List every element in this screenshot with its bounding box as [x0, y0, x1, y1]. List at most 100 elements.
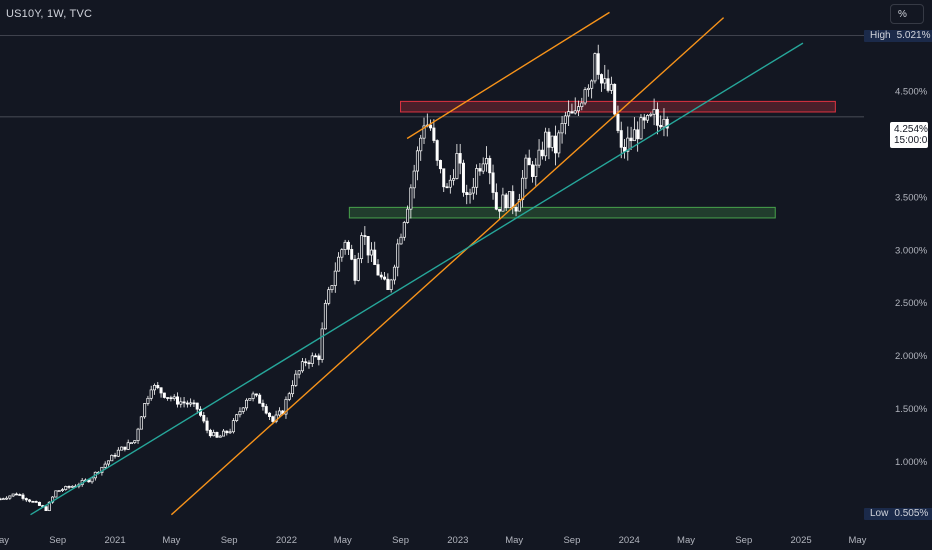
candle-body	[481, 163, 485, 172]
candle-body	[613, 83, 617, 115]
x-tick-label: 2023	[447, 535, 468, 546]
candle-body	[461, 162, 465, 193]
candle-body	[563, 115, 567, 124]
candle-body	[540, 149, 544, 157]
y-tick-label: 2.500%	[895, 298, 928, 309]
candle-body	[225, 430, 229, 434]
candle-body	[346, 241, 350, 250]
candle-body	[438, 160, 442, 170]
candle-body	[350, 249, 354, 260]
candle-body	[310, 355, 314, 364]
candle-body	[475, 168, 479, 188]
candle-body	[366, 236, 370, 256]
candle-body	[419, 137, 423, 152]
candle-body	[264, 406, 268, 414]
candle-body	[189, 402, 193, 405]
candle-body	[465, 192, 469, 195]
x-tick-label: May	[505, 535, 523, 546]
candle-body	[241, 407, 245, 412]
candle-body	[60, 489, 64, 491]
candle-body	[567, 111, 571, 117]
candle-body	[577, 106, 581, 112]
candle-body	[629, 137, 633, 142]
candle-body	[337, 256, 341, 272]
candle-body	[291, 385, 295, 395]
candle-body	[327, 289, 331, 304]
x-tick-label: May	[677, 535, 695, 546]
candle-body	[185, 402, 189, 405]
candle-body	[570, 111, 574, 114]
candle-body	[471, 186, 475, 194]
symbol-title[interactable]: US10Y, 1W, TVC	[6, 8, 93, 20]
candle-body	[254, 393, 258, 396]
candle-body	[373, 249, 377, 265]
candle-body	[616, 113, 620, 131]
candle-body	[606, 78, 610, 91]
candle-body	[110, 454, 114, 462]
candle-body	[304, 361, 308, 364]
candle-body	[662, 118, 666, 128]
candle-body	[136, 428, 140, 441]
candle-body	[402, 222, 406, 238]
x-tick-label: Sep	[221, 535, 238, 546]
candle-body	[159, 387, 163, 394]
candle-body	[517, 199, 521, 212]
candle-body	[287, 393, 291, 400]
candle-body	[126, 442, 130, 450]
candle-body	[54, 490, 58, 498]
candle-body	[626, 137, 630, 152]
candle-body	[455, 153, 459, 179]
candle-body	[665, 118, 669, 129]
candle-body	[448, 179, 452, 188]
candle-body	[445, 186, 449, 189]
candle-body	[429, 124, 433, 129]
candle-body	[5, 497, 9, 500]
candle-body	[317, 355, 321, 360]
candle-body	[353, 258, 357, 281]
candle-body	[169, 397, 173, 400]
candle-body	[57, 490, 61, 492]
candle-body	[208, 429, 212, 437]
candle-body	[18, 494, 22, 496]
candle-body	[215, 431, 219, 438]
candle-body	[51, 496, 55, 503]
candle-body	[642, 117, 646, 121]
x-tick-label: Sep	[735, 535, 752, 546]
candle-body	[172, 396, 176, 399]
candle-body	[162, 392, 166, 398]
hlines-layer	[0, 35, 864, 118]
candle-body	[399, 236, 403, 245]
candle-body	[31, 500, 35, 503]
candle-body	[129, 442, 133, 445]
candle-body	[222, 430, 226, 437]
candle-body	[268, 412, 272, 417]
y-tick-label: 4.500%	[895, 86, 928, 97]
last-price-tag: 4.254% 15:00:03	[890, 122, 932, 148]
candle-body	[139, 416, 143, 430]
candle-body	[182, 401, 186, 404]
y-tick-label: 2.000%	[895, 351, 928, 362]
candle-body	[409, 187, 413, 210]
candle-body	[478, 168, 482, 172]
candle-body	[1, 498, 5, 500]
teal-trendline	[30, 42, 804, 516]
candle-body	[590, 80, 594, 89]
candle-body	[363, 235, 367, 237]
candle-body	[652, 109, 656, 115]
candles-layer	[0, 44, 669, 512]
candle-body	[422, 125, 426, 139]
support-zone	[348, 206, 776, 219]
orange-trendline	[170, 17, 725, 516]
candle-body	[521, 177, 525, 200]
candle-body	[580, 102, 584, 108]
candle-body	[550, 135, 554, 148]
candle-body	[530, 164, 534, 177]
candle-body	[133, 440, 137, 444]
percent-scale-button[interactable]: %	[890, 4, 924, 24]
candle-body	[636, 129, 640, 140]
trendlines-layer	[30, 11, 804, 516]
candle-body	[544, 131, 548, 157]
candle-body	[300, 361, 304, 372]
candle-body	[534, 164, 538, 177]
